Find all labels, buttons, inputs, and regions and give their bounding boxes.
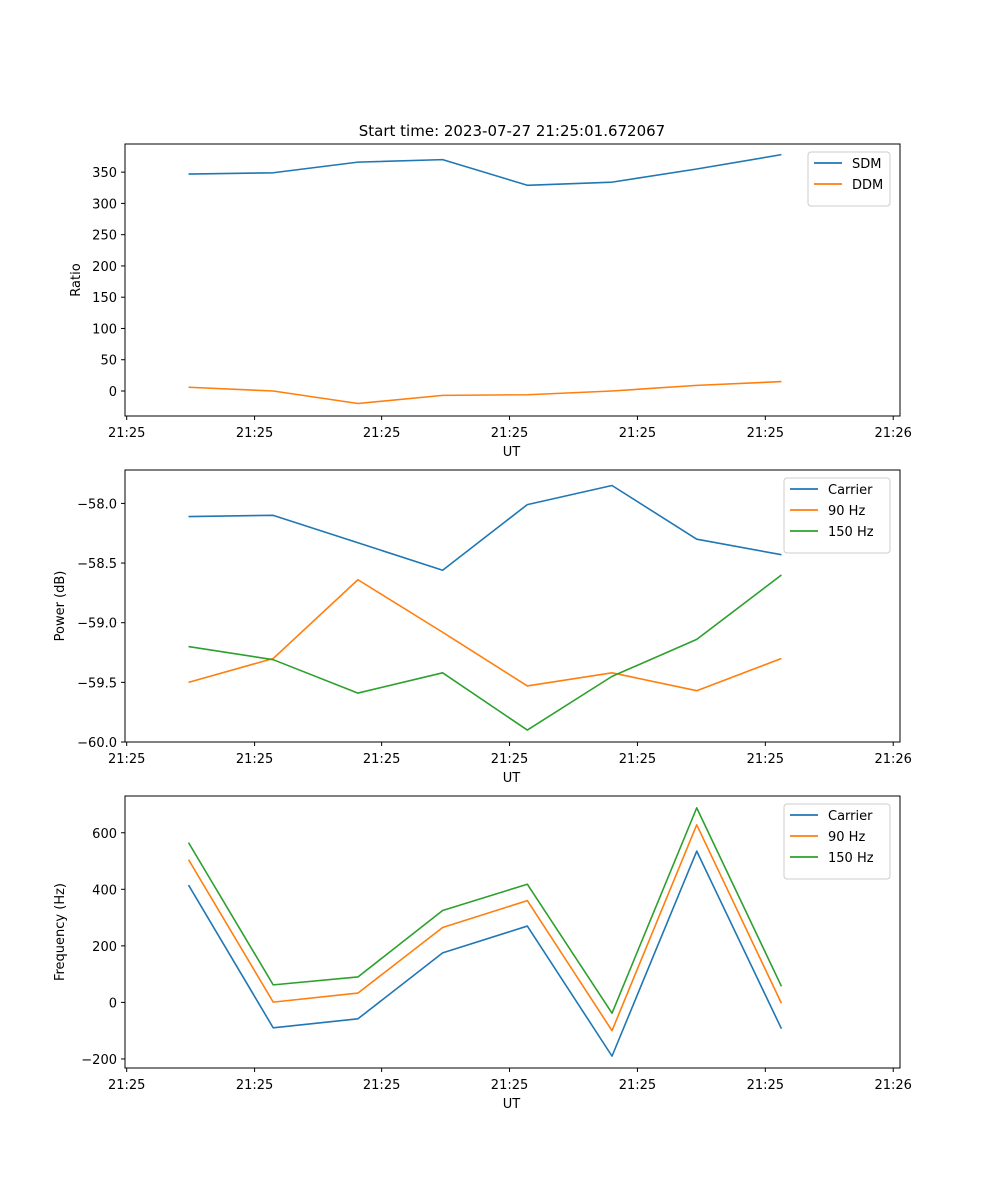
frequency-panel: 21:25 21:25 21:25 21:25 21:25 21:25 21:26 −200 0… — [53, 795, 912, 1112]
frequency-x-tick-label: 21:25 — [491, 1078, 528, 1093]
power-legend-frame — [783, 477, 891, 554]
ratio-series-line-ddm — [188, 380, 782, 405]
ratio-y-tick-label: 350 — [92, 166, 117, 181]
ratio-y-tick-label: 50 — [100, 354, 117, 369]
frequency-legend-frame — [783, 803, 891, 880]
ratio-legend-label: DDM — [852, 178, 883, 193]
power-y-axis-label: Power (dB) — [53, 571, 68, 642]
ratio-y-axis-label: Ratio — [69, 263, 84, 296]
frequency-axes-frame — [124, 795, 901, 1069]
frequency-legend-label: Carrier — [828, 809, 873, 824]
frequency-y-tick-label: 200 — [92, 940, 117, 955]
ratio-legend-label: SDM — [852, 157, 881, 172]
power-x-tick-label: 21:25 — [236, 752, 273, 767]
frequency-legend: Carrier 90 Hz 150 Hz — [783, 803, 891, 880]
power-series-line-150-hz — [188, 574, 782, 731]
ratio-panel: 21:25 21:25 21:25 21:25 21:25 21:25 21:26 0 50 10… — [69, 143, 912, 460]
frequency-x-tick-label: 21:25 — [108, 1078, 145, 1093]
frequency-y-tick-label: 600 — [92, 827, 117, 842]
ratio-legend-frame — [807, 151, 891, 207]
ratio-y-tick-label: 100 — [92, 322, 117, 337]
ratio-x-tick-label: 21:25 — [108, 426, 145, 441]
power-axes-frame — [124, 469, 901, 743]
power-x-axis-label: UT — [503, 771, 521, 786]
frequency-series-line-carrier — [187, 850, 783, 1057]
frequency-legend-label: 90 Hz — [828, 830, 865, 845]
power-legend-label: 90 Hz — [828, 504, 865, 519]
frequency-y-tick-label: −200 — [81, 1053, 117, 1068]
power-y-tick-label: −59.5 — [77, 676, 117, 691]
frequency-x-axis-label: UT — [503, 1097, 521, 1112]
ratio-y-tick-label: 150 — [92, 291, 117, 306]
power-y-tick-label: −58.0 — [77, 497, 117, 512]
ratio-x-tick-label: 21:26 — [874, 426, 911, 441]
frequency-series-line-90-hz — [187, 824, 783, 1032]
frequency-y-tick-label: 0 — [109, 996, 117, 1011]
power-y-tick-label: −60.0 — [77, 736, 117, 751]
frequency-x-tick-label: 21:25 — [236, 1078, 273, 1093]
power-x-tick-label: 21:26 — [874, 752, 911, 767]
power-x-tick-label: 21:25 — [363, 752, 400, 767]
frequency-x-tick-label: 21:25 — [747, 1078, 784, 1093]
ratio-y-tick-label: 300 — [92, 197, 117, 212]
ratio-legend: SDM DDM — [807, 151, 891, 207]
ratio-x-tick-label: 21:25 — [619, 426, 656, 441]
power-y-tick-label: −58.5 — [77, 557, 117, 572]
power-series-line-90-hz — [188, 578, 782, 692]
ratio-x-tick-label: 21:25 — [747, 426, 784, 441]
ratio-y-tick-label: 250 — [92, 229, 117, 244]
ratio-x-tick-label: 21:25 — [363, 426, 400, 441]
power-x-tick-label: 21:25 — [108, 752, 145, 767]
power-legend-label: Carrier — [828, 483, 873, 498]
frequency-x-tick-label: 21:26 — [874, 1078, 911, 1093]
power-x-tick-label: 21:25 — [619, 752, 656, 767]
ratio-series-line-sdm — [188, 153, 782, 187]
ratio-y-tick-label: 200 — [92, 260, 117, 275]
power-legend-label: 150 Hz — [828, 525, 874, 540]
ratio-y-tick-label: 0 — [109, 385, 117, 400]
power-series-line-carrier — [188, 484, 782, 572]
frequency-series-line-150-hz — [187, 807, 783, 1014]
power-y-tick-label: −59.0 — [77, 617, 117, 632]
power-legend: Carrier 90 Hz 150 Hz — [783, 477, 891, 554]
figure-title: Start time: 2023-07-27 21:25:01.672067 — [359, 122, 665, 140]
ratio-x-tick-label: 21:25 — [491, 426, 528, 441]
ratio-axes-frame — [124, 143, 901, 417]
frequency-x-tick-label: 21:25 — [619, 1078, 656, 1093]
frequency-legend-label: 150 Hz — [828, 851, 874, 866]
ratio-x-axis-label: UT — [503, 445, 521, 460]
ratio-x-tick-label: 21:25 — [236, 426, 273, 441]
frequency-x-tick-label: 21:25 — [363, 1078, 400, 1093]
frequency-y-axis-label: Frequency (Hz) — [53, 883, 68, 981]
power-x-tick-label: 21:25 — [491, 752, 528, 767]
power-x-tick-label: 21:25 — [747, 752, 784, 767]
power-panel: 21:25 21:25 21:25 21:25 21:25 21:25 21:26 −60.0… — [53, 469, 912, 786]
frequency-y-tick-label: 400 — [92, 883, 117, 898]
